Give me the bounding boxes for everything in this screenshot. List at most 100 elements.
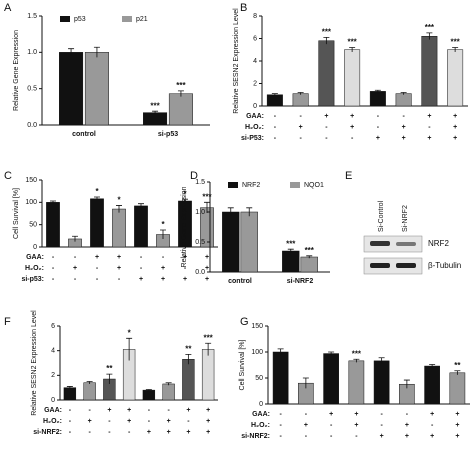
condition-sign: - xyxy=(96,276,99,283)
condition-sign: - xyxy=(299,135,302,142)
y-tick-label: 50 xyxy=(255,375,263,382)
error-bar xyxy=(116,205,122,213)
error-bar xyxy=(353,358,360,363)
significance-label: * xyxy=(95,187,99,196)
y-tick-label: 1.5 xyxy=(27,13,37,20)
significance-label: * xyxy=(117,196,121,205)
condition-sign: - xyxy=(148,407,151,414)
y-axis-label: Relative Gene Expression xyxy=(13,30,20,111)
significance-label: * xyxy=(183,189,187,198)
bar xyxy=(300,256,318,273)
condition-sign: - xyxy=(274,113,277,120)
significance-label: *** xyxy=(286,239,296,248)
y-tick-label: 0 xyxy=(33,244,37,251)
significance-label: *** xyxy=(322,27,332,36)
blot-band xyxy=(396,263,416,268)
error-bar xyxy=(204,201,210,214)
error-bar xyxy=(50,200,56,204)
error-bar xyxy=(323,36,330,45)
condition-sign: + xyxy=(376,135,380,142)
error-bar xyxy=(205,342,212,356)
condition-sign: - xyxy=(274,124,277,131)
condition-sign: + xyxy=(427,135,431,142)
panel-letter: A xyxy=(4,2,12,14)
significance-label: *** xyxy=(305,246,315,255)
condition-sign: - xyxy=(140,265,143,272)
blot-band xyxy=(396,242,416,246)
condition-label: GAA: xyxy=(26,254,44,261)
condition-label: GAA: xyxy=(252,411,270,418)
error-bar xyxy=(297,92,304,95)
condition-sign: - xyxy=(299,113,302,120)
bar xyxy=(222,211,240,273)
y-tick-label: 150 xyxy=(251,323,263,330)
lane-label: Si-Control xyxy=(378,200,385,232)
condition-label: si-p53: xyxy=(21,276,44,283)
condition-sign: - xyxy=(279,411,282,418)
condition-sign: - xyxy=(118,276,121,283)
bar xyxy=(348,360,365,405)
lane-label: Si-NRF2 xyxy=(402,205,409,232)
significance-label: *** xyxy=(450,38,460,47)
bar xyxy=(63,387,77,401)
condition-sign: - xyxy=(305,433,308,440)
bar xyxy=(201,349,215,401)
x-tick-label: si-p53 xyxy=(158,131,178,138)
y-axis-label: Cell Survival [%] xyxy=(239,339,246,390)
condition-sign: + xyxy=(139,276,143,283)
condition-sign: - xyxy=(108,429,111,436)
significance-label: *** xyxy=(176,81,186,90)
condition-sign: - xyxy=(148,418,151,425)
error-bar xyxy=(429,364,436,368)
legend-swatch xyxy=(228,182,238,188)
condition-sign: + xyxy=(329,411,333,418)
bar xyxy=(162,383,175,401)
legend-swatch xyxy=(60,16,70,22)
error-bar xyxy=(165,382,172,386)
error-bar xyxy=(145,389,152,391)
condition-sign: - xyxy=(184,265,187,272)
legend-label: p53 xyxy=(74,16,86,23)
error-bar xyxy=(182,198,188,203)
condition-sign: - xyxy=(108,418,111,425)
panel-letter: F xyxy=(4,316,11,328)
condition-sign: - xyxy=(279,433,282,440)
condition-sign: + xyxy=(324,113,328,120)
condition-label: H₂O₂: xyxy=(251,422,270,429)
error-bar xyxy=(126,337,133,361)
condition-sign: - xyxy=(377,124,380,131)
condition-sign: - xyxy=(279,422,282,429)
bar xyxy=(395,93,412,107)
error-bar xyxy=(374,89,381,93)
x-tick-label: control xyxy=(228,278,252,285)
legend-swatch xyxy=(290,182,300,188)
bar xyxy=(46,202,60,248)
y-axis-label: Cell Survival [%] xyxy=(13,188,20,239)
condition-sign: - xyxy=(128,429,131,436)
y-tick-label: 1.0 xyxy=(27,49,37,56)
condition-sign: + xyxy=(186,407,190,414)
condition-sign: - xyxy=(380,422,383,429)
panel-letter: D xyxy=(190,170,198,182)
error-bar xyxy=(93,46,100,58)
condition-sign: + xyxy=(117,265,121,272)
condition-sign: + xyxy=(402,124,406,131)
bar xyxy=(424,365,440,405)
condition-sign: + xyxy=(453,124,457,131)
condition-sign: + xyxy=(304,422,308,429)
error-bar xyxy=(246,207,253,217)
condition-sign: - xyxy=(69,418,72,425)
y-axis-label: Relative SESN2 Expression Level xyxy=(31,310,38,416)
band-label: NRF2 xyxy=(428,239,449,248)
error-bar xyxy=(328,351,335,356)
condition-sign: + xyxy=(147,429,151,436)
bar xyxy=(373,360,390,405)
bar xyxy=(282,250,300,273)
condition-sign: - xyxy=(402,113,405,120)
condition-sign: + xyxy=(205,265,209,272)
condition-sign: - xyxy=(74,276,77,283)
bar xyxy=(272,351,289,405)
condition-sign: + xyxy=(405,422,409,429)
error-bar xyxy=(185,353,192,365)
condition-sign: - xyxy=(140,254,143,261)
